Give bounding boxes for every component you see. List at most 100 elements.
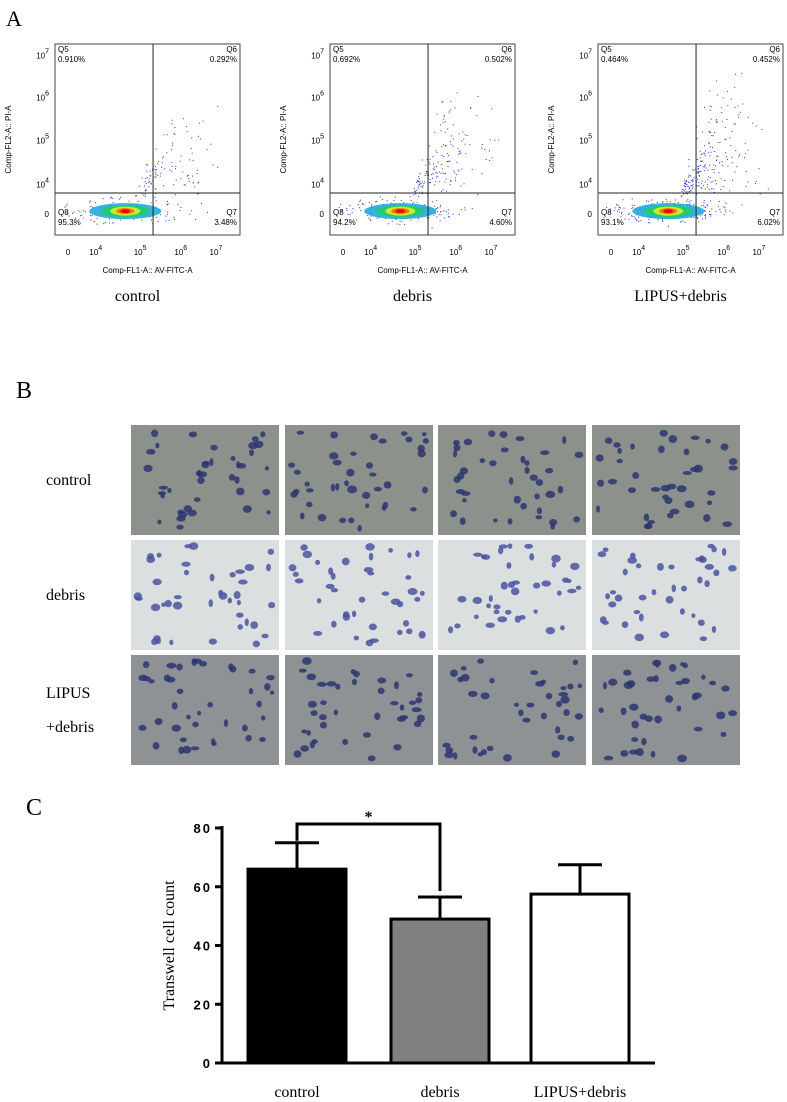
dot xyxy=(704,145,706,147)
dot xyxy=(162,157,164,159)
dot xyxy=(426,217,428,219)
cell xyxy=(178,746,185,755)
dot xyxy=(85,211,87,213)
dot xyxy=(356,219,358,221)
tick-label: 0 xyxy=(609,248,614,257)
dot xyxy=(112,222,114,224)
cell xyxy=(633,610,641,615)
cell xyxy=(573,516,580,523)
dot xyxy=(464,134,466,136)
dot xyxy=(443,114,445,116)
y-tick-label: 40 xyxy=(194,939,212,954)
dot xyxy=(443,144,445,146)
micrograph xyxy=(438,425,586,535)
dot xyxy=(442,189,444,191)
dot xyxy=(340,203,342,205)
dot xyxy=(635,218,637,220)
cell xyxy=(242,505,252,513)
dot xyxy=(704,155,706,157)
dot xyxy=(458,213,460,215)
dot xyxy=(714,165,716,167)
cell xyxy=(313,631,323,636)
quadrant-label: Q5 xyxy=(58,45,69,54)
cell xyxy=(316,681,327,687)
dot xyxy=(713,150,715,152)
dot xyxy=(738,154,740,156)
cell xyxy=(562,436,567,445)
cell xyxy=(326,681,337,687)
cell xyxy=(250,621,259,629)
dot xyxy=(725,211,727,213)
dot xyxy=(340,209,342,211)
dot xyxy=(144,193,146,195)
dot xyxy=(388,223,390,225)
cell xyxy=(302,657,312,665)
cell xyxy=(261,715,266,721)
dot xyxy=(681,191,683,193)
dot xyxy=(174,133,176,135)
dot xyxy=(367,214,369,216)
tick-label: 0 xyxy=(45,210,50,219)
cell xyxy=(468,690,478,698)
dot xyxy=(452,124,454,126)
cell xyxy=(301,729,308,734)
dot xyxy=(481,144,483,146)
dot xyxy=(188,178,190,180)
cell xyxy=(407,588,418,595)
dot xyxy=(703,206,705,208)
cell xyxy=(146,555,156,564)
dot xyxy=(620,216,622,218)
cell xyxy=(473,614,479,620)
density xyxy=(120,209,131,214)
cell xyxy=(244,563,255,572)
dot xyxy=(620,207,622,209)
dot xyxy=(715,210,717,212)
cell xyxy=(266,510,271,515)
dot xyxy=(704,188,706,190)
cell xyxy=(155,442,160,449)
dot xyxy=(186,126,188,128)
dot xyxy=(731,130,733,132)
dot xyxy=(718,200,720,202)
cell xyxy=(728,465,738,471)
y-axis-label: Comp-FL2-A:: PI-A xyxy=(547,105,556,174)
dot xyxy=(463,183,465,185)
cell xyxy=(377,687,385,695)
dot xyxy=(461,140,463,142)
dot xyxy=(709,109,711,111)
panel-b: control debris LIPUS +debris xyxy=(46,425,740,765)
dot xyxy=(623,207,625,209)
cell xyxy=(533,582,541,589)
dot xyxy=(415,191,417,193)
quadrant-label: 0.452% xyxy=(753,55,780,64)
dot xyxy=(458,153,460,155)
cell xyxy=(463,438,473,446)
dot xyxy=(415,193,417,195)
dot xyxy=(710,118,712,120)
dot xyxy=(150,182,152,184)
dot xyxy=(401,220,403,222)
tick-exp: 6 xyxy=(458,245,462,252)
cell xyxy=(163,674,171,682)
dot xyxy=(442,118,444,120)
dot xyxy=(721,121,723,123)
dot xyxy=(171,170,173,172)
cell xyxy=(418,630,426,639)
cell xyxy=(335,483,340,491)
x-axis-label: Comp-FL1-A:: AV-FITC-A xyxy=(377,266,468,275)
dot xyxy=(409,196,411,198)
dot xyxy=(440,214,442,216)
cell xyxy=(699,636,708,642)
dot xyxy=(457,169,459,171)
dot xyxy=(720,178,722,180)
dot xyxy=(494,139,496,141)
tick-base: 10 xyxy=(753,248,762,257)
dot xyxy=(692,183,694,185)
dot xyxy=(710,151,712,153)
dot xyxy=(439,220,441,222)
cell xyxy=(290,491,298,498)
dot xyxy=(436,151,438,153)
dot xyxy=(716,155,718,157)
dot xyxy=(690,185,692,187)
image-bg xyxy=(285,425,433,535)
